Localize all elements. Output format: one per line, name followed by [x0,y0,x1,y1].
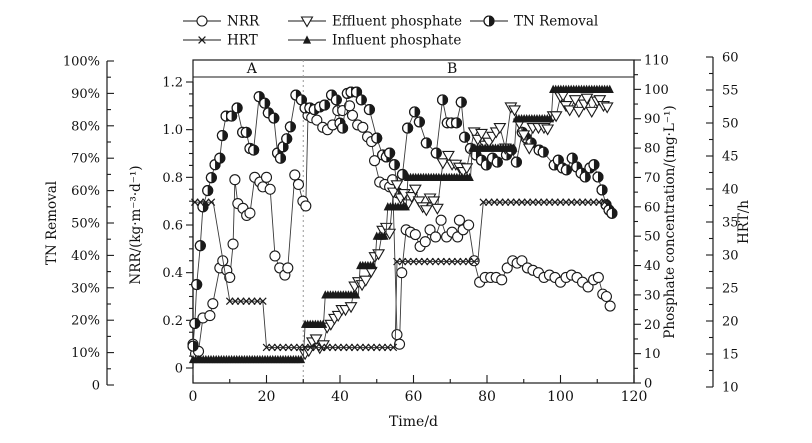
legend-label-hrt: HRT [227,33,258,49]
svg-text:110: 110 [644,54,669,69]
tn-axis-title: TN Removal [44,181,60,265]
svg-text:50: 50 [644,230,661,245]
svg-text:100: 100 [644,83,669,98]
svg-text:55: 55 [722,84,739,99]
svg-text:80: 80 [478,389,496,405]
hrt-axis: 10 15 20 25 30 35 40 45 50 55 60 HRT/h [706,51,752,396]
legend-item-influent: Influent phosphate [288,33,461,49]
svg-text:0.4: 0.4 [162,266,183,281]
series-tn-removal [187,86,618,352]
svg-text:30: 30 [722,249,739,264]
legend-label-tn: TN Removal [514,14,598,30]
phosphate-axis-title: Phosphate concentration/(mg·L⁻¹) [662,105,678,338]
svg-text:100: 100 [547,389,574,405]
nrr-axis: 0 0.2 0.4 0.6 0.8 1.0 1.2 NRR/(kg·m⁻³·d⁻¹) [128,76,194,377]
x-axis-title: Time/d [389,414,438,430]
svg-text:40: 40 [644,259,661,274]
svg-text:20: 20 [722,315,739,330]
svg-text:70%: 70% [71,152,100,167]
hrt-axis-title: HRT/h [736,200,752,244]
svg-text:0.6: 0.6 [162,219,183,234]
svg-text:60%: 60% [71,184,100,199]
legend-item-effluent: Effluent phosphate [288,14,462,30]
legend-label-influent: Influent phosphate [332,33,461,49]
svg-text:120: 120 [621,389,648,405]
svg-text:0: 0 [644,377,652,392]
svg-text:15: 15 [722,348,739,363]
phase-label-b: B [447,61,457,77]
series-hrt [191,198,609,352]
svg-text:80%: 80% [71,119,100,134]
svg-text:0.8: 0.8 [162,171,183,186]
legend: NRR Effluent phosphate TN Removal HRT Influe… [183,14,598,49]
svg-text:30: 30 [644,288,661,303]
svg-text:20%: 20% [71,314,100,329]
svg-text:100%: 100% [63,55,100,70]
svg-text:90%: 90% [71,87,100,102]
svg-text:50%: 50% [71,217,100,232]
phosphate-axis: 0 10 20 30 40 50 60 70 80 90 100 110 Phosphate conce… [633,54,678,392]
svg-text:10: 10 [644,347,661,362]
legend-marker-nrr [196,15,208,27]
svg-text:0: 0 [175,362,183,377]
svg-text:40%: 40% [71,249,100,264]
series-nrr [187,100,616,360]
svg-text:30%: 30% [71,281,100,296]
svg-text:0.2: 0.2 [162,314,183,329]
svg-text:20: 20 [644,318,661,333]
svg-text:10: 10 [722,381,739,396]
legend-label-effluent: Effluent phosphate [332,14,462,30]
legend-label-nrr: NRR [227,14,260,30]
legend-marker-tn [483,15,495,27]
tn-axis: 0 10% 20% 30% 40% 50% 60% 70% 80% 90% 100% TN Remov… [44,55,114,394]
svg-text:60: 60 [722,51,739,66]
svg-text:40: 40 [331,389,349,405]
legend-item-tn: TN Removal [470,14,598,30]
legend-item-nrr: NRR [183,14,260,30]
svg-text:90: 90 [644,112,661,127]
svg-text:20: 20 [258,389,276,405]
svg-text:60: 60 [644,200,661,215]
legend-marker-hrt [198,36,206,44]
legend-marker-effluent [300,16,314,28]
svg-text:25: 25 [722,282,739,297]
svg-text:10%: 10% [71,346,100,361]
svg-text:1.2: 1.2 [162,76,183,91]
svg-text:60: 60 [405,389,423,405]
svg-text:80: 80 [644,142,661,157]
svg-text:35: 35 [722,216,739,231]
svg-text:0: 0 [189,389,198,405]
svg-text:0: 0 [92,379,100,394]
nrr-axis-title: NRR/(kg·m⁻³·d⁻¹) [128,165,144,284]
phase-label-a: A [246,61,258,77]
x-axis: 0 20 40 60 80 100 120 Time/d [189,375,648,430]
svg-text:1.0: 1.0 [162,123,183,138]
legend-item-hrt: HRT [183,33,258,49]
svg-text:45: 45 [722,150,739,165]
legend-marker-influent [302,35,312,44]
svg-text:50: 50 [722,117,739,132]
svg-text:40: 40 [722,183,739,198]
series-influent-phosphate [188,84,614,364]
svg-text:70: 70 [644,171,661,186]
